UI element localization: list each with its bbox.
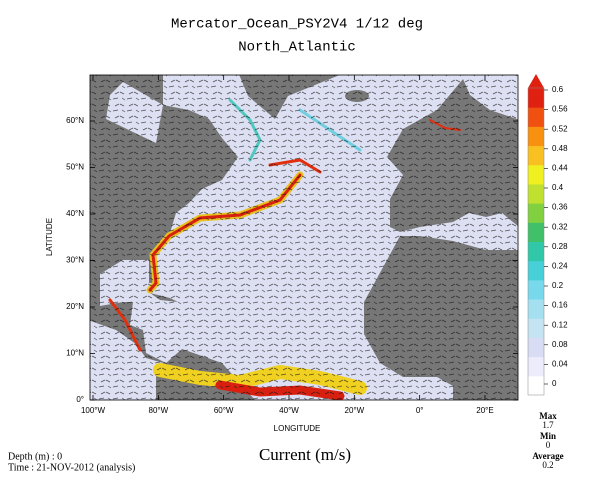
colorbar-band [528,88,544,108]
map-title: Mercator_Ocean_PSY2V4 1/12 deg [171,17,423,33]
colorbar-band [528,107,544,127]
y-tick-label: 30°N [66,256,84,265]
colorbar-label: 0.44 [552,164,568,173]
stat-label: Min [540,431,556,441]
colorbar-label: 0.28 [552,242,568,251]
x-tick-label: 60°W [214,406,234,415]
colorbar-band [528,318,544,338]
y-tick-label: 0° [76,395,84,404]
colorbar-label: 0.12 [552,320,568,329]
x-tick-label: 20°E [476,406,493,415]
colorbar-label: 0.32 [552,222,568,231]
y-tick-label: 10°N [66,349,84,358]
colorbar-label: 0.24 [552,262,568,271]
stat-value: 1.7 [542,420,554,430]
colorbar-label: 0.16 [552,301,568,310]
x-axis-label: LONGITUDE [274,424,321,433]
y-tick-label: 50°N [66,163,84,172]
colorbar-label: 0.48 [552,144,568,153]
colorbar-band [528,222,544,242]
y-tick-label: 20°N [66,302,84,311]
colorbar-band [528,203,544,223]
x-tick-label: 100°W [81,406,106,415]
plot-frame [89,74,519,401]
colorbar-band [528,164,544,185]
x-tick-label: 0° [416,406,424,415]
stat-label: Max [539,411,557,421]
colorbar-label: 0.52 [552,124,568,133]
y-tick-label: 40°N [66,209,84,218]
x-tick-label: 80°W [149,406,169,415]
colorbar-arrow [528,74,544,88]
depth-label: Depth (m) : 0 [8,451,62,462]
map-area [90,75,518,400]
colorbar-band [528,241,544,262]
colorbar-band [528,183,544,204]
colorbar-band [528,356,544,377]
y-tick-label: 60°N [66,116,84,125]
colorbar-frame [527,87,545,396]
colorbar: 0 0.04 0.08 0.12 0.16 0.2 0.24 0.28 0.32 0.36 0.4 0… [527,74,568,396]
colorbar-band [528,375,544,396]
y-axis-label: LATITUDE [45,218,54,256]
colorbar-label: 0.4 [552,183,564,192]
colorbar-label: 0.04 [552,360,568,369]
colorbar-band [528,299,544,319]
stat-value: 0.2 [542,460,553,470]
map-subtitle: North_Atlantic [238,40,356,56]
colorbar-label: 0.56 [552,105,568,114]
current-arrows [90,75,518,400]
colorbar-label: 0.08 [552,340,568,349]
stat-value: 0 [546,440,551,450]
colorbar-label: 0.2 [552,281,564,290]
colorbar-band [528,145,544,166]
time-label: Time : 21-NOV-2012 (analysis) [8,462,135,473]
colorbar-label: 0.6 [552,85,564,94]
colorbar-band [528,126,544,147]
variable-label: Current (m/s) [259,445,351,464]
colorbar-label: 0 [552,379,557,388]
x-tick-label: 40°W [279,406,299,415]
colorbar-band [528,260,544,281]
colorbar-band [528,337,544,358]
colorbar-band [528,279,544,300]
x-tick-label: 20°W [345,406,365,415]
stat-label: Average [532,451,563,461]
colorbar-label: 0.36 [552,203,568,212]
